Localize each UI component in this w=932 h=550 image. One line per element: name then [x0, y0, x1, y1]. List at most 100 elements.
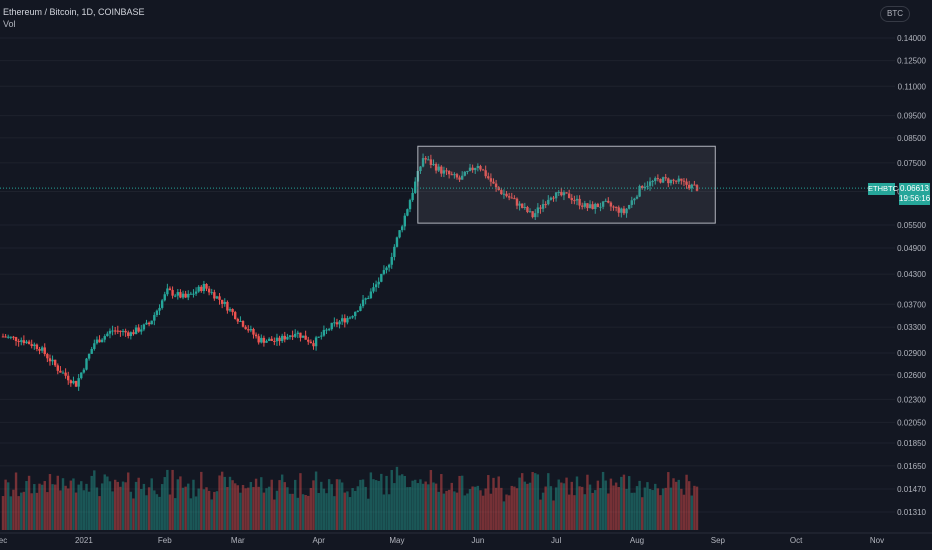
volume-bar [460, 475, 464, 530]
volume-bar [335, 479, 339, 530]
volume-bar [625, 488, 628, 530]
volume-bar [299, 473, 302, 530]
candle-body [275, 337, 279, 342]
volume-bar [218, 475, 221, 530]
volume-bar [607, 493, 610, 530]
candle-body [541, 204, 545, 209]
volume-bar [393, 483, 396, 530]
candle-body [419, 166, 422, 172]
candle-body [408, 200, 412, 210]
volume-bar [471, 486, 474, 530]
volume-bar [693, 485, 696, 530]
candle-body [596, 203, 600, 208]
candle-body [59, 370, 62, 373]
candle-body [260, 337, 263, 343]
volume-bar [455, 492, 459, 530]
candle-body [646, 185, 649, 187]
candle-body [601, 201, 605, 207]
candle-body [354, 311, 357, 317]
candle-body [633, 198, 636, 201]
candle-body [163, 294, 166, 301]
volume-bar [421, 483, 425, 530]
volume-bar [565, 477, 568, 530]
candle-body [119, 330, 122, 332]
volume-bar [659, 495, 662, 530]
candle-body [236, 319, 240, 322]
volume-bar [106, 476, 109, 530]
y-tick-label: 0.01310 [897, 508, 926, 517]
candle-body [103, 336, 106, 340]
candle-body [620, 208, 623, 213]
volume-bar [575, 476, 579, 530]
candle-body [385, 267, 388, 271]
candle-body [502, 193, 506, 195]
x-tick-label: Jul [551, 536, 561, 545]
volume-bar [627, 476, 631, 530]
candle-body [677, 178, 680, 182]
volume-bar [249, 482, 253, 530]
candle-body [330, 322, 333, 330]
volume-bar [200, 471, 203, 530]
candle-body [116, 330, 119, 332]
candle-body [367, 298, 370, 300]
volume-bar [604, 480, 607, 530]
candle-body [627, 204, 631, 209]
volume-bar [301, 494, 305, 530]
candle-body [301, 335, 305, 338]
candle-body [651, 181, 654, 183]
candle-body [460, 175, 464, 180]
volume-bar [215, 491, 219, 530]
volume-bar [369, 472, 373, 530]
y-tick-label: 0.08500 [897, 134, 926, 143]
volume-bar [80, 481, 83, 530]
currency-badge[interactable]: BTC [880, 6, 910, 22]
candle-body [294, 333, 297, 337]
candle-body [215, 296, 219, 299]
volume-bar [536, 474, 540, 530]
candle-body [685, 181, 688, 185]
y-tick-label: 0.02050 [897, 418, 926, 427]
volume-bar [354, 490, 357, 530]
volume-bar [257, 486, 260, 530]
volume-bar [275, 490, 279, 530]
volume-bar [187, 483, 190, 530]
last-price-value: 0.06613 [900, 184, 929, 193]
volume-bar [100, 483, 104, 530]
candle-body [374, 284, 378, 288]
candle-body [74, 380, 78, 387]
candle-body [113, 330, 117, 332]
candle-body [591, 204, 594, 210]
candle-body [127, 332, 130, 337]
candle-body [393, 246, 396, 257]
volume-bar [424, 481, 427, 530]
candle-body [403, 215, 406, 227]
volume-bar [226, 486, 229, 530]
volume-bar [414, 479, 417, 530]
volume-bar [129, 491, 133, 530]
volume-bar [463, 495, 467, 530]
candle-body [48, 358, 52, 362]
volume-bar [72, 478, 75, 530]
candle-body [210, 292, 213, 294]
volume-bar [231, 480, 234, 530]
candle-body [197, 286, 200, 292]
volume-bar [267, 486, 271, 530]
y-tick-label: 0.02300 [897, 395, 926, 404]
volume-bar [12, 489, 15, 530]
volume-bar [30, 493, 33, 530]
candle-body [137, 327, 140, 332]
candle-body [604, 200, 607, 202]
candle-body [134, 327, 138, 335]
candle-body [583, 203, 587, 207]
volume-bar [570, 481, 573, 530]
volume-bar [638, 480, 641, 530]
candle-body [333, 322, 336, 324]
candle-body [325, 329, 328, 331]
volume-bar [265, 488, 268, 530]
volume-bar [578, 486, 581, 530]
volume-bar [346, 491, 349, 530]
volume-bar [614, 482, 618, 530]
candle-body [661, 177, 665, 183]
y-tick-label: 0.12500 [897, 57, 926, 66]
